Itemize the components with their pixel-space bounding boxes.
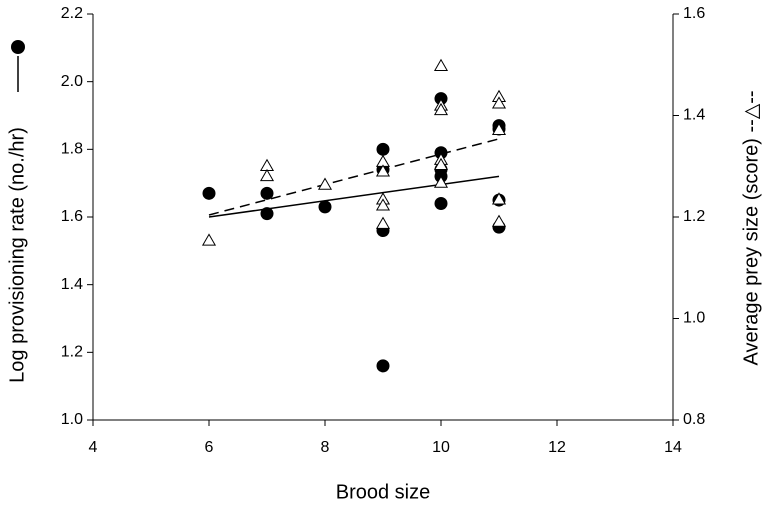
triangle-point — [491, 214, 507, 227]
triangle-point — [375, 216, 391, 229]
y2-axis-label: Average prey size (score) --△-- — [740, 90, 762, 365]
circle-point — [434, 196, 448, 210]
triangle-point — [491, 96, 507, 109]
y-label-symbol — [11, 40, 25, 54]
y-tick-label: 1.8 — [61, 141, 83, 158]
circle-point — [318, 200, 332, 214]
triangle-point — [433, 157, 449, 170]
triangle-point — [201, 233, 217, 246]
triangle-point — [317, 177, 333, 190]
y2-tick-label: 1.2 — [683, 208, 705, 225]
y-tick-label: 2.2 — [61, 5, 83, 22]
triangle-point — [433, 58, 449, 71]
x-tick-label: 12 — [548, 439, 566, 456]
y2-tick-label: 1.4 — [683, 107, 705, 124]
triangle-point — [491, 122, 507, 135]
triangle-point — [491, 192, 507, 205]
regression-line — [208, 175, 500, 218]
y2-tick-label: 0.8 — [683, 411, 705, 428]
y-tick-label: 1.0 — [61, 411, 83, 428]
triangle-point — [375, 198, 391, 211]
y2-tick-label: 1.6 — [683, 5, 705, 22]
y-axis-label: Log provisioning rate (no./hr) — [6, 127, 28, 383]
y-tick-label: 1.4 — [61, 276, 83, 293]
x-tick-label: 8 — [321, 439, 330, 456]
triangle-point — [433, 175, 449, 188]
x-tick-label: 14 — [664, 439, 682, 456]
y-tick-label: 1.2 — [61, 344, 83, 361]
triangle-point — [433, 102, 449, 116]
x-tick-label: 10 — [432, 439, 450, 456]
y2-tick-label: 1.0 — [683, 310, 705, 327]
circle-point — [260, 186, 274, 200]
x-axis-label: Brood size — [336, 481, 431, 503]
circle-point — [376, 142, 390, 156]
y-tick-label: 2.0 — [61, 73, 83, 90]
triangle-point — [259, 158, 275, 171]
dashed-regression-line — [208, 138, 500, 216]
x-tick-label: 4 — [89, 439, 98, 456]
x-tick-label: 6 — [205, 439, 214, 456]
circle-point — [202, 186, 216, 200]
circle-point — [260, 207, 274, 221]
triangle-point — [375, 164, 391, 177]
triangle-point — [259, 168, 275, 182]
circle-point — [376, 359, 390, 373]
y-tick-label: 1.6 — [61, 208, 83, 225]
